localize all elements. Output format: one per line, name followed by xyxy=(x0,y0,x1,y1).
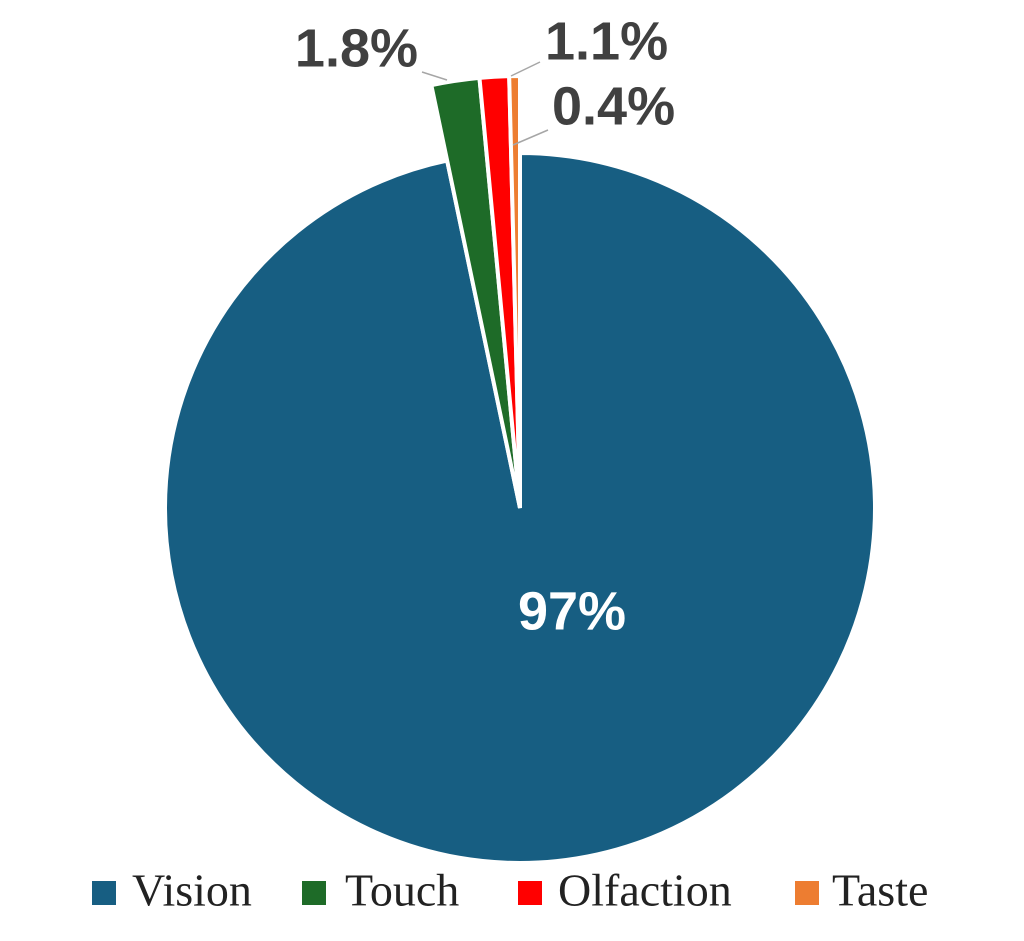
data-label: 1.8% xyxy=(295,18,418,78)
legend-label: Olfaction xyxy=(558,865,732,916)
legend-label: Vision xyxy=(132,865,252,916)
legend-label: Touch xyxy=(345,865,459,916)
leader-line xyxy=(421,71,448,81)
legend-swatch xyxy=(92,881,116,905)
leader-line xyxy=(510,61,541,77)
data-label: 97% xyxy=(518,581,626,641)
data-label: 0.4% xyxy=(552,76,675,136)
legend-swatch xyxy=(518,881,542,905)
data-label: 1.1% xyxy=(545,11,668,71)
pie-slice xyxy=(507,73,522,509)
legend-swatch xyxy=(302,881,326,905)
legend-swatch xyxy=(795,881,819,905)
leader-line xyxy=(512,129,549,146)
legend-label: Taste xyxy=(832,865,928,916)
